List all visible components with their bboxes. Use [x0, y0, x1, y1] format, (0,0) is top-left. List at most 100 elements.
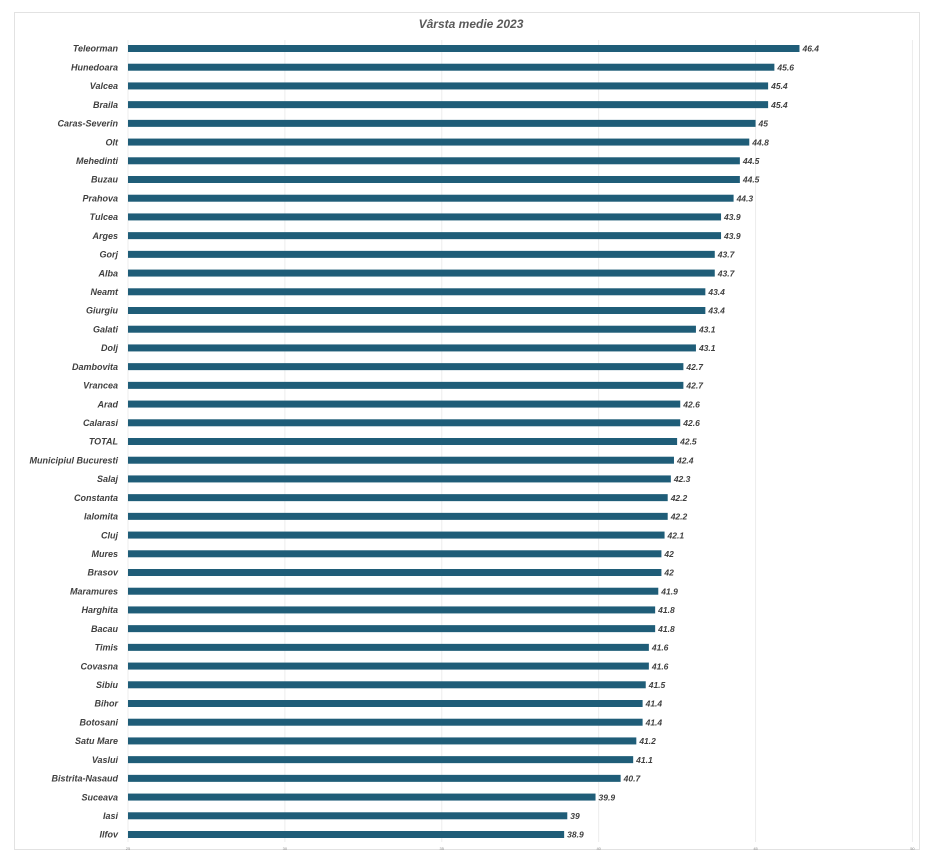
bar: [128, 550, 662, 558]
value-label: 42.6: [682, 418, 700, 428]
category-label: Constanta: [74, 493, 118, 503]
category-label: TOTAL: [89, 437, 118, 447]
bar: [128, 831, 565, 838]
x-tick-label: 30: [283, 846, 288, 851]
value-label: 45.4: [770, 81, 788, 91]
category-label: Mures: [91, 549, 118, 559]
value-label: 42.7: [685, 381, 704, 391]
category-label: Salaj: [97, 474, 119, 484]
category-label: Ialomita: [84, 512, 118, 522]
category-label: Bihor: [95, 699, 119, 709]
chart-frame: [14, 12, 920, 850]
bar: [128, 587, 659, 595]
category-label: Calarasi: [83, 418, 119, 428]
value-label: 41.5: [648, 680, 666, 690]
bar: [128, 438, 678, 445]
bar: [128, 250, 715, 258]
bar: [128, 774, 621, 782]
value-label: 41.8: [657, 605, 675, 615]
category-label: Tulcea: [90, 212, 118, 222]
category-label: Teleorman: [73, 44, 119, 54]
bar: [128, 119, 756, 127]
bar: [128, 363, 684, 371]
category-label: Arad: [96, 399, 118, 409]
bar: [128, 793, 596, 801]
value-label: 45.6: [776, 62, 794, 72]
category-label: Vaslui: [92, 755, 119, 765]
value-label: 42: [663, 568, 674, 578]
category-label: Buzau: [91, 175, 119, 185]
bar: [128, 381, 684, 389]
category-label: Sibiu: [96, 680, 119, 690]
category-label: Municipiul Bucuresti: [29, 455, 118, 465]
value-label: 43.1: [698, 343, 716, 353]
value-label: 41.9: [660, 586, 678, 596]
bar: [128, 531, 665, 539]
value-label: 42.5: [679, 437, 697, 447]
bar: [128, 625, 656, 633]
bar: [128, 288, 706, 296]
value-label: 41.6: [651, 661, 669, 671]
bar: [128, 344, 696, 352]
x-tick-label: 35: [440, 846, 445, 851]
value-label: 45.4: [770, 100, 788, 110]
bars: [128, 45, 800, 838]
bar: [128, 419, 681, 427]
value-label: 42.7: [685, 362, 704, 372]
category-label: Dolj: [101, 343, 118, 353]
bar: [128, 307, 706, 314]
bar: [128, 643, 649, 651]
category-label: Caras-Severin: [57, 119, 118, 129]
category-label: Timis: [95, 643, 118, 653]
bar: [128, 82, 769, 90]
bar: [128, 718, 643, 726]
category-label: Maramures: [70, 586, 118, 596]
category-label: Galati: [93, 324, 119, 334]
category-label: Iasi: [103, 811, 119, 821]
value-label: 44.5: [742, 175, 760, 185]
bar: [128, 756, 634, 764]
bar: [128, 194, 734, 202]
x-tick-label: 25: [126, 846, 131, 851]
value-label: 43.9: [723, 231, 741, 241]
category-label: Vrancea: [83, 381, 118, 391]
category-label: Alba: [97, 268, 118, 278]
category-label: Hunedoara: [71, 62, 118, 72]
category-label: Valcea: [90, 81, 118, 91]
value-label: 40.7: [623, 774, 642, 784]
bar: [128, 606, 656, 614]
category-label: Satu Mare: [75, 736, 118, 746]
bar: [128, 681, 646, 689]
bar: [128, 812, 568, 820]
bar: [128, 157, 740, 165]
category-label: Bacau: [91, 624, 119, 634]
value-label: 39: [570, 811, 580, 821]
bar: [128, 400, 681, 408]
category-label: Harghita: [81, 605, 118, 615]
bar: [128, 494, 668, 502]
value-label: 42.6: [682, 399, 700, 409]
value-label: 45: [758, 119, 769, 129]
value-label: 43.7: [717, 250, 736, 260]
value-label: 43.1: [698, 324, 716, 334]
bar: [128, 232, 722, 240]
value-label: 43.9: [723, 212, 741, 222]
category-label: Mehedinti: [76, 156, 118, 166]
category-label: Giurgiu: [86, 306, 118, 316]
category-label: Bistrita-Nasaud: [51, 774, 118, 784]
value-label: 42.2: [670, 493, 688, 503]
category-label: Ilfov: [99, 830, 118, 840]
category-label: Suceava: [81, 792, 118, 802]
bar: [128, 138, 750, 146]
value-label: 46.4: [801, 44, 819, 54]
value-label: 41.1: [635, 755, 653, 765]
value-labels: 46.445.645.445.44544.844.544.544.343.943…: [567, 44, 819, 840]
category-label: Brasov: [87, 568, 119, 578]
value-label: 43.7: [717, 268, 736, 278]
bar: [128, 45, 800, 52]
value-label: 41.4: [645, 717, 663, 727]
value-label: 44.8: [751, 137, 769, 147]
bar: [128, 700, 643, 707]
category-label: Braila: [93, 100, 118, 110]
